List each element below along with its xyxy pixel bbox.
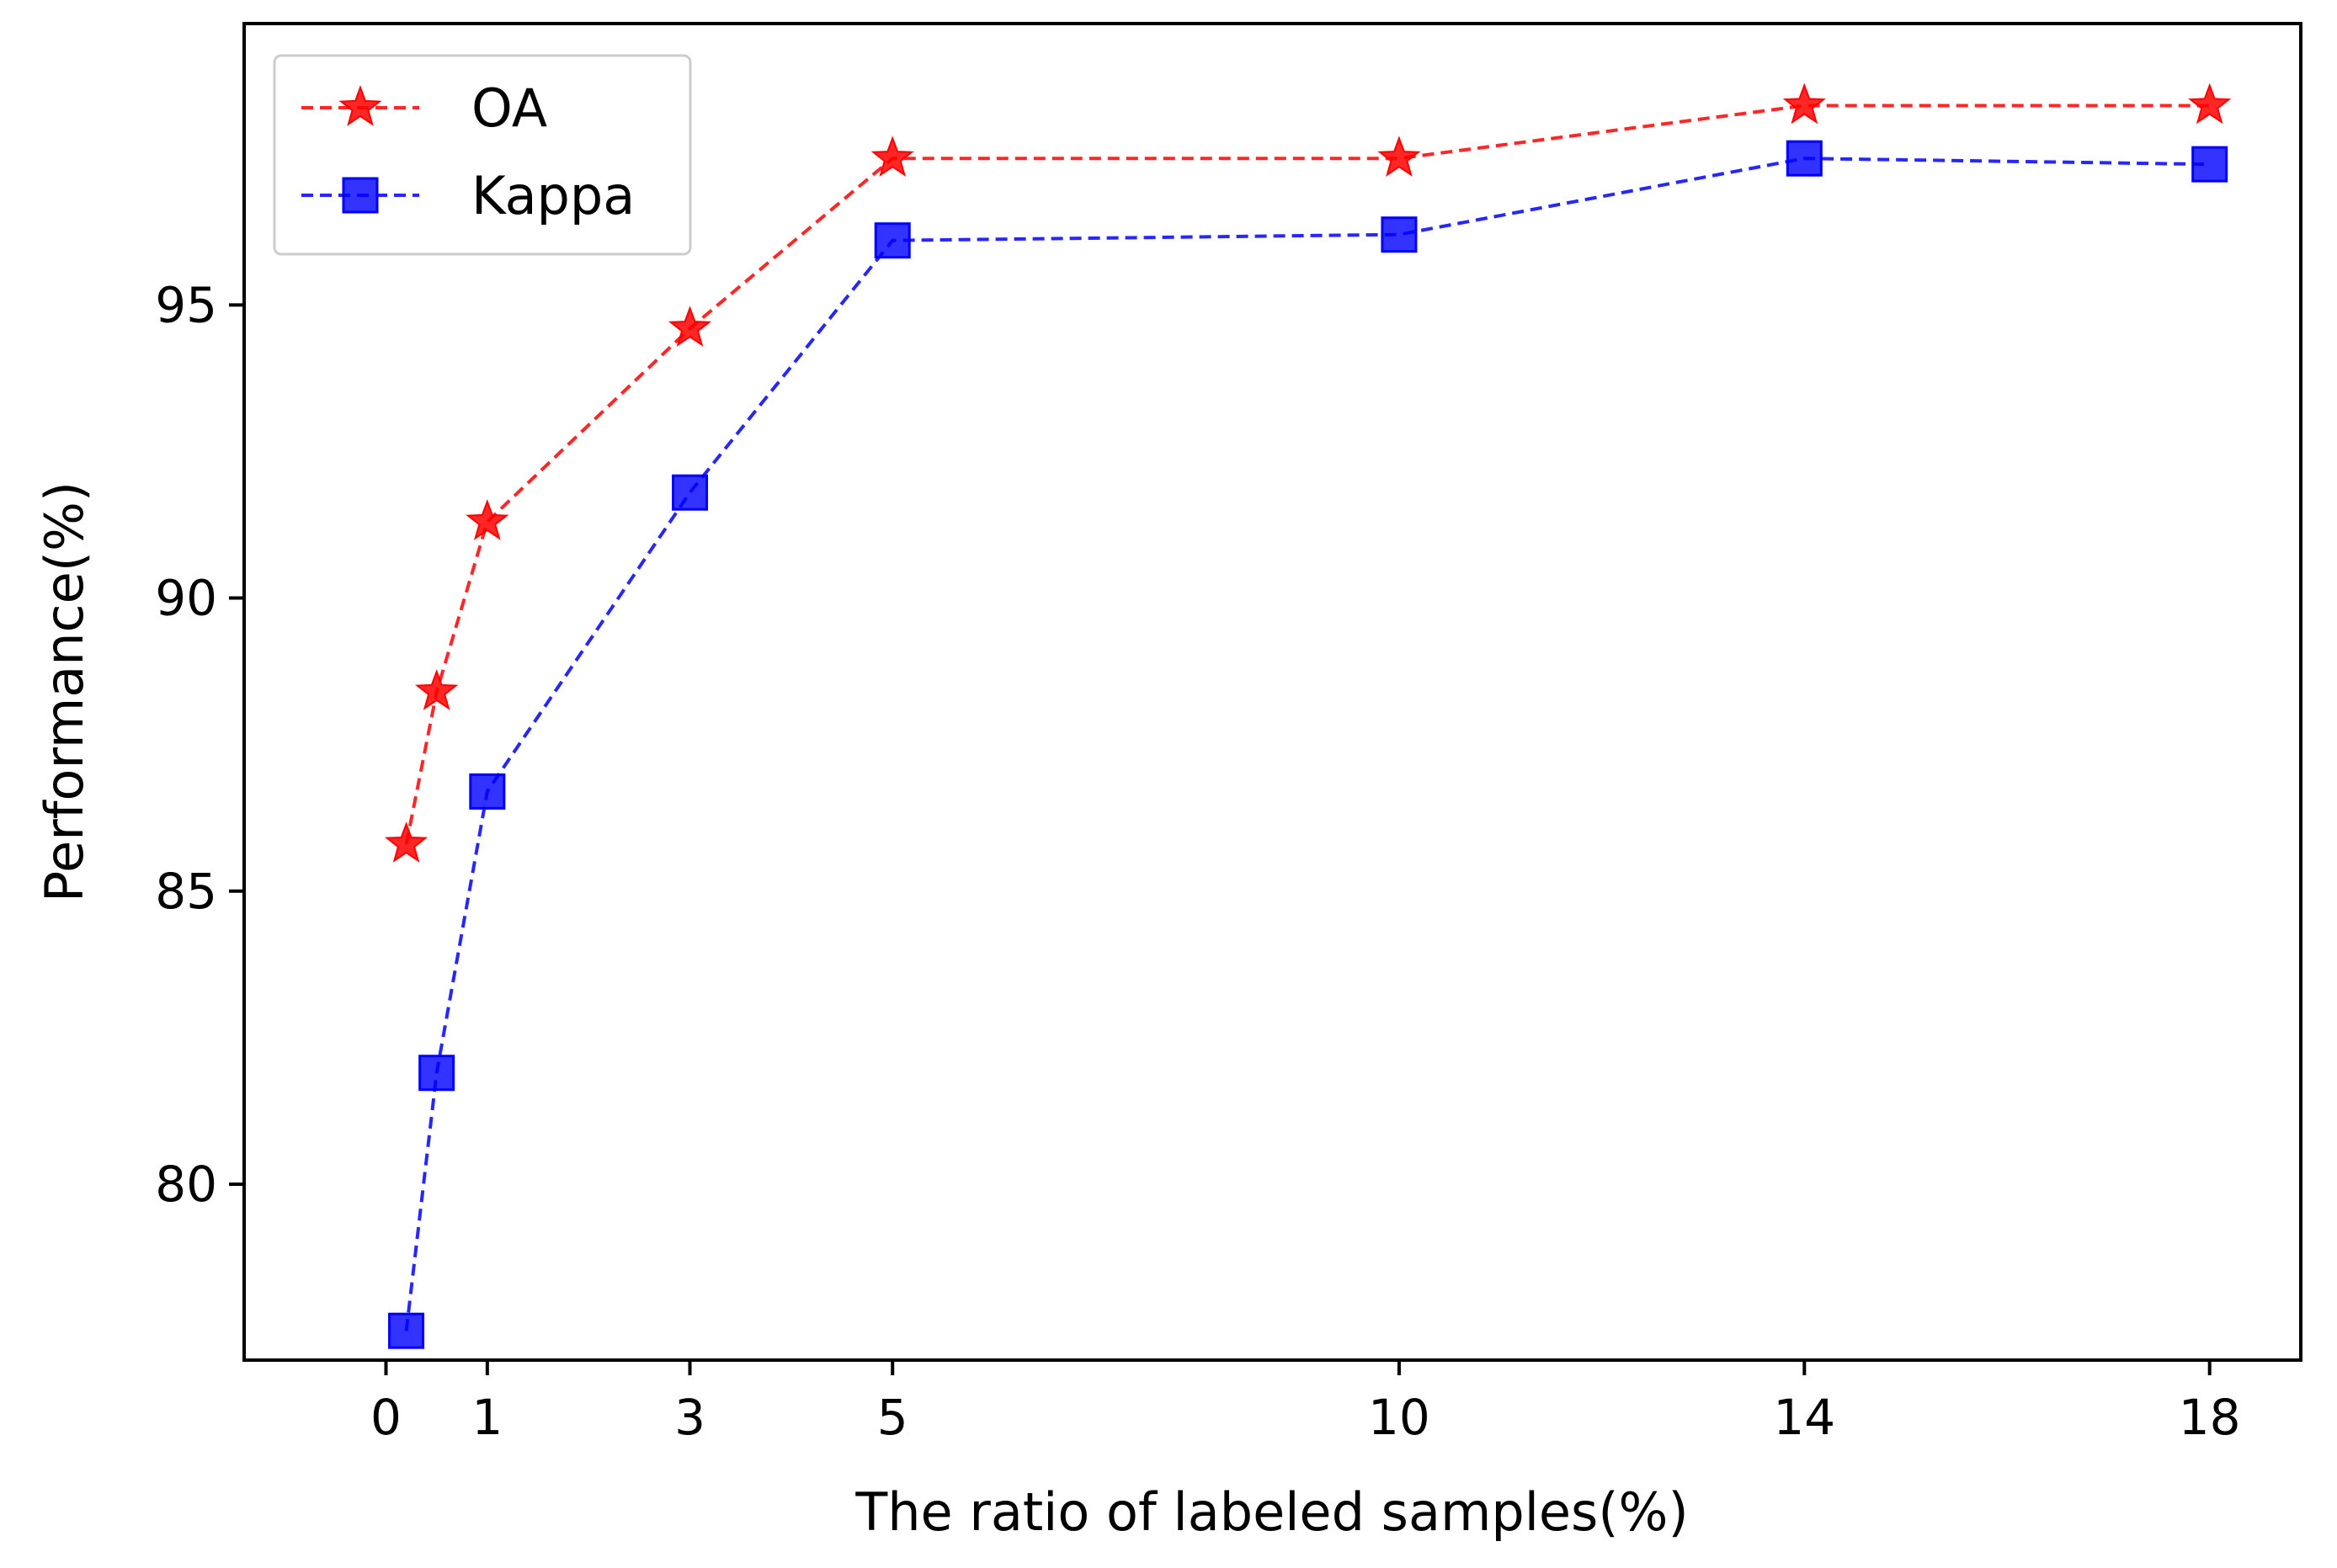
data-point-oa-2 xyxy=(466,499,509,540)
y-axis: 80 85 90 95 xyxy=(155,276,244,1213)
y-axis-label: Performance(%) xyxy=(34,481,95,902)
y-tick-label: 90 xyxy=(155,570,217,627)
y-tick-label: 80 xyxy=(155,1156,217,1213)
legend-marker-kappa xyxy=(342,177,379,214)
x-axis: 0 1 3 5 10 14 18 xyxy=(370,1360,2241,1446)
data-point-kappa-7 xyxy=(2191,146,2228,183)
data-point-oa-4 xyxy=(870,136,914,177)
y-tick-label: 95 xyxy=(155,276,217,333)
data-point-kappa-4 xyxy=(874,222,911,259)
x-tick-label: 18 xyxy=(2179,1389,2241,1446)
y-tick-label: 85 xyxy=(155,863,217,920)
data-point-oa-7 xyxy=(2188,82,2232,125)
x-tick-label: 0 xyxy=(370,1389,402,1446)
data-point-kappa-6 xyxy=(1786,140,1823,177)
data-point-kappa-0 xyxy=(388,1312,425,1349)
data-point-kappa-1 xyxy=(418,1055,455,1092)
data-point-kappa-3 xyxy=(672,474,709,511)
data-point-oa-3 xyxy=(668,306,712,347)
plot-frame xyxy=(242,22,2302,1362)
data-point-oa-6 xyxy=(1782,82,1826,125)
series-line-kappa xyxy=(404,157,2210,1331)
legend-label-kappa: Kappa xyxy=(471,165,635,226)
x-tick-label: 5 xyxy=(877,1389,908,1446)
data-point-kappa-2 xyxy=(469,773,506,810)
x-tick-label: 14 xyxy=(1773,1389,1835,1446)
data-point-oa-5 xyxy=(1377,136,1421,177)
x-axis-label: The ratio of labeled samples(%) xyxy=(854,1481,1688,1543)
x-tick-label: 1 xyxy=(471,1389,503,1446)
series-kappa xyxy=(388,140,2228,1349)
legend-label-oa: OA xyxy=(471,77,547,139)
data-point-kappa-5 xyxy=(1381,216,1418,253)
series-layer xyxy=(384,82,2232,1349)
series-oa xyxy=(384,82,2232,863)
legend: OA Kappa xyxy=(273,54,692,256)
x-tick-label: 3 xyxy=(674,1389,705,1446)
data-point-oa-1 xyxy=(415,669,459,710)
data-point-oa-0 xyxy=(384,821,429,863)
legend-marker-oa xyxy=(338,85,382,126)
series-line-oa xyxy=(404,104,2210,845)
x-tick-label: 10 xyxy=(1368,1389,1430,1446)
